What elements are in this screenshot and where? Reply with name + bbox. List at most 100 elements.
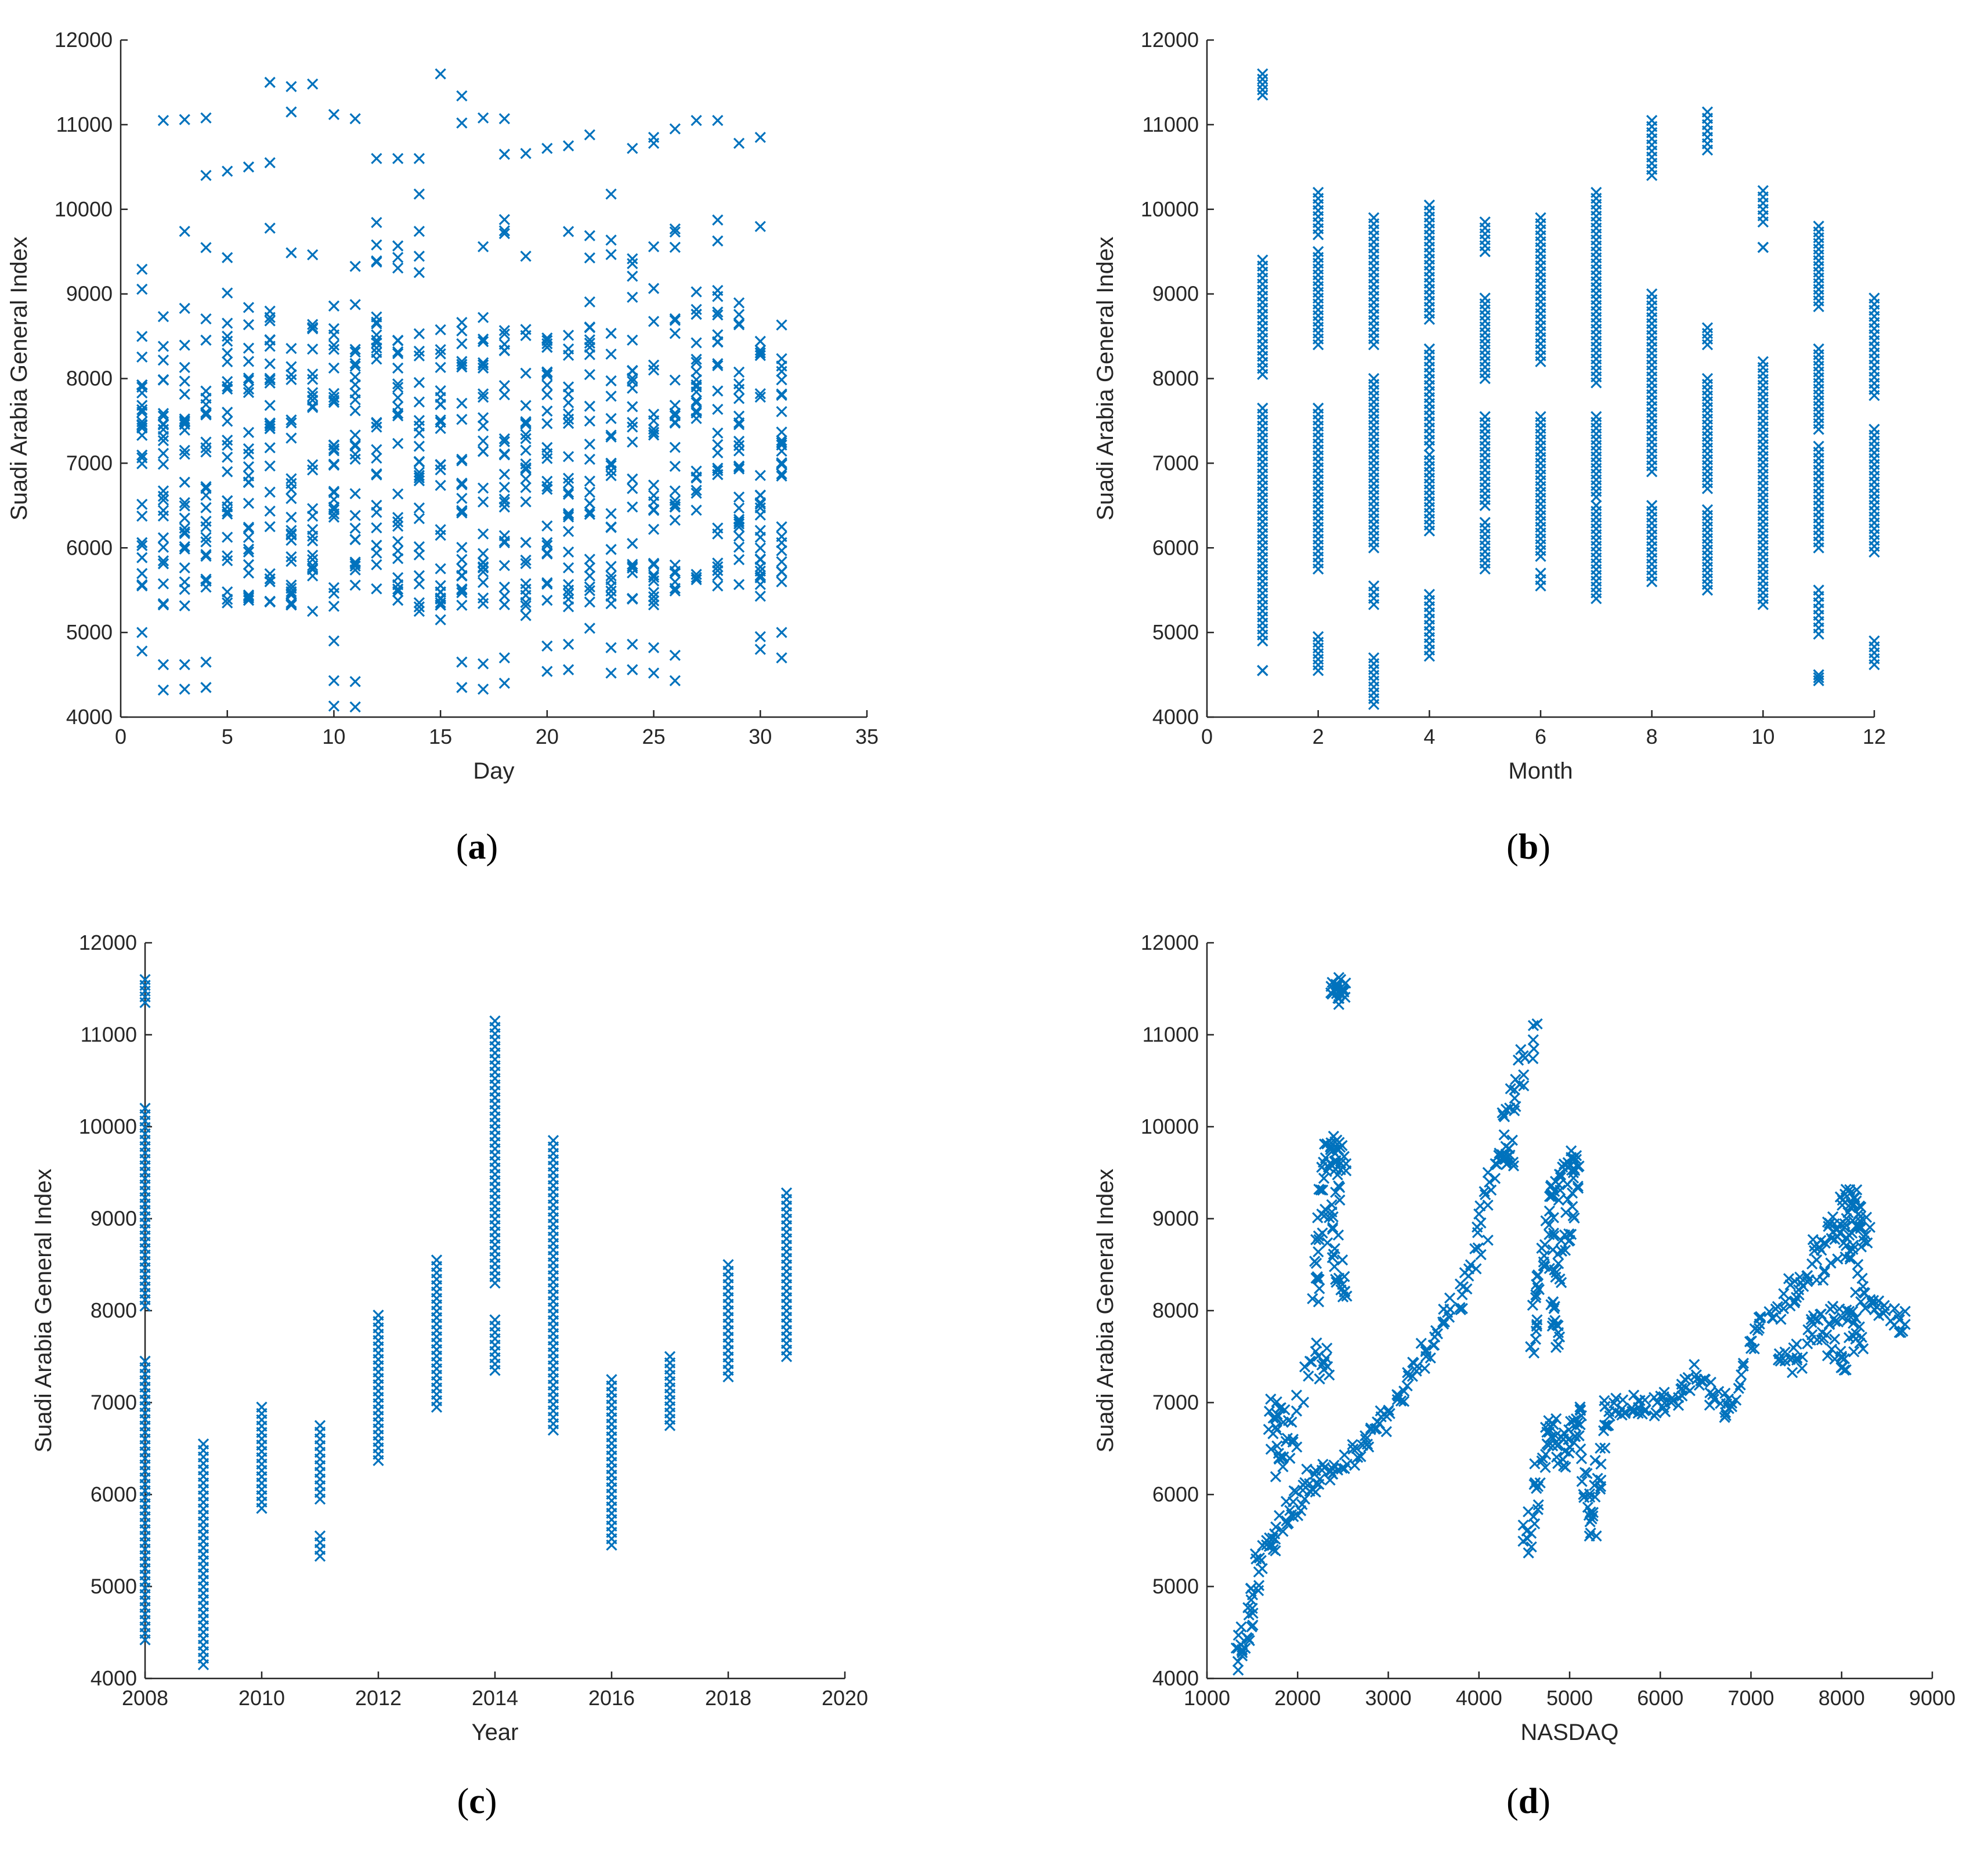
marker-stroke: [477, 435, 489, 447]
marker-stroke: [307, 530, 319, 542]
marker-stroke: [541, 338, 553, 350]
marker-stroke: [349, 556, 361, 568]
marker-stroke: [413, 415, 425, 426]
data-point-marker: [435, 459, 446, 471]
marker-stroke: [349, 448, 361, 460]
data-point-marker: [456, 477, 468, 489]
marker-stroke: [392, 378, 404, 390]
marker-stroke: [200, 656, 212, 668]
marker-stroke: [371, 540, 382, 551]
marker-stroke: [307, 549, 319, 561]
data-point-marker: [435, 399, 446, 410]
data-point-marker: [179, 444, 190, 456]
data-point-marker: [200, 549, 212, 560]
data-point-marker: [307, 390, 319, 402]
marker-stroke: [371, 337, 382, 349]
marker-stroke: [562, 562, 574, 574]
data-point-marker: [349, 387, 361, 399]
x-tick-label: 30: [749, 725, 772, 748]
marker-stroke: [371, 353, 382, 365]
marker-stroke: [349, 440, 361, 452]
data-point-marker: [477, 420, 489, 432]
marker-stroke: [157, 407, 169, 419]
data-point-marker: [179, 500, 190, 512]
data-point-marker: [200, 573, 212, 585]
data-point-marker: [456, 325, 468, 337]
data-point-marker: [157, 447, 169, 460]
data-point-marker: [541, 338, 553, 350]
marker-stroke: [541, 595, 553, 606]
marker-stroke: [456, 553, 468, 566]
data-point-marker: [498, 560, 511, 571]
data-point-marker: [243, 531, 255, 544]
data-point-marker: [392, 378, 404, 390]
marker-stroke: [520, 417, 532, 429]
marker-stroke: [498, 652, 511, 664]
marker-stroke: [243, 592, 255, 604]
data-point-marker: [413, 427, 425, 439]
marker-stroke: [285, 511, 297, 523]
marker-stroke: [328, 675, 340, 686]
data-point-marker: [477, 435, 489, 447]
data-point-marker: [200, 575, 212, 587]
data-point-marker: [562, 330, 574, 341]
x-tick-label: 8: [1646, 725, 1658, 748]
data-point-marker: [413, 541, 425, 553]
marker-stroke: [456, 359, 468, 370]
marker-stroke: [498, 228, 511, 240]
x-tick-label: 10: [1751, 725, 1774, 748]
data-point-marker: [349, 453, 361, 465]
data-point-marker: [328, 343, 340, 355]
marker-stroke: [562, 487, 574, 498]
marker-stroke: [349, 439, 361, 451]
data-point-marker: [349, 379, 361, 390]
data-point-marker: [243, 567, 255, 579]
data-point-marker: [498, 433, 511, 445]
marker-stroke: [477, 658, 489, 670]
data-point-marker: [541, 475, 553, 487]
data-point-marker: [264, 377, 276, 389]
marker-stroke: [435, 361, 446, 373]
data-point-marker: [371, 469, 382, 481]
marker-stroke: [413, 601, 425, 613]
data-point-marker: [200, 536, 212, 548]
y-axis-title: Suadi Arabia General Index: [6, 237, 32, 520]
data-point-marker: [179, 388, 190, 400]
marker-stroke: [392, 410, 404, 422]
data-point-marker: [349, 429, 361, 441]
data-point-marker: [222, 586, 233, 598]
marker-stroke: [243, 319, 255, 331]
data-point-marker: [307, 459, 319, 471]
data-point-marker: [562, 477, 574, 489]
data-point-marker: [520, 400, 532, 411]
marker-stroke: [392, 520, 404, 532]
data-point-marker: [200, 481, 212, 493]
marker-stroke: [562, 226, 574, 237]
data-point-marker: [562, 584, 574, 596]
data-point-marker: [498, 482, 511, 493]
data-point-marker: [243, 476, 255, 489]
marker-stroke: [264, 305, 276, 317]
y-axis-title: Suadi Arabia General Index: [1093, 237, 1118, 520]
y-tick-label: 12000: [55, 28, 113, 52]
data-point-marker: [520, 600, 532, 612]
data-point-marker: [562, 562, 574, 574]
data-point-marker: [520, 578, 532, 589]
marker-stroke: [264, 400, 276, 411]
y-tick-label: 7000: [1152, 451, 1199, 475]
marker-stroke: [200, 385, 212, 397]
data-point-marker: [520, 444, 532, 456]
y-tick-label: 7000: [91, 1391, 137, 1414]
data-point-marker: [520, 462, 532, 473]
data-point-marker: [328, 582, 340, 594]
data-point-marker: [307, 319, 319, 330]
marker-stroke: [179, 388, 190, 400]
data-point-marker: [285, 477, 297, 489]
y-tick-label: 5000: [1152, 620, 1199, 644]
marker-stroke: [498, 560, 511, 571]
marker-stroke: [392, 536, 404, 548]
data-point-marker: [413, 606, 425, 617]
marker-stroke: [349, 509, 361, 522]
marker-stroke: [307, 503, 319, 515]
data-point-marker: [456, 479, 468, 491]
